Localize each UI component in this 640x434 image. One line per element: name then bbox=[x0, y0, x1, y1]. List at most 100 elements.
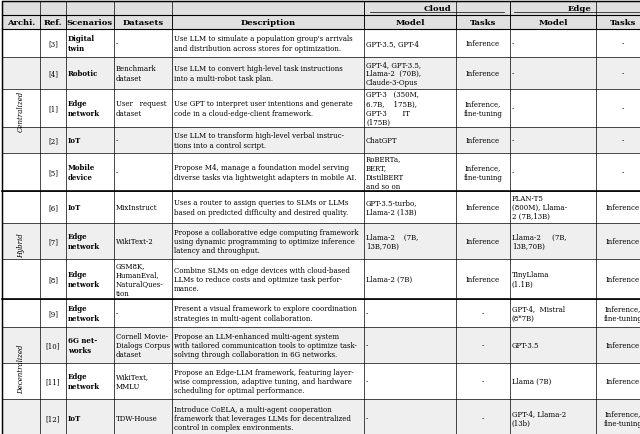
Text: Inference: Inference bbox=[466, 40, 500, 48]
Text: GSM8K,
HumanEval,
NaturalQues-
tion: GSM8K, HumanEval, NaturalQues- tion bbox=[116, 262, 164, 297]
Text: Inference: Inference bbox=[466, 70, 500, 78]
Text: Cornell Movie-
Dialogs Corpus
dataset: Cornell Movie- Dialogs Corpus dataset bbox=[116, 332, 170, 358]
Text: TDW-House: TDW-House bbox=[116, 414, 157, 422]
Text: Robotic: Robotic bbox=[68, 70, 99, 78]
Text: Digital
twin: Digital twin bbox=[68, 35, 95, 53]
Text: Propose an Edge-LLM framework, featuring layer-
wise compression, adaptive tunin: Propose an Edge-LLM framework, featuring… bbox=[174, 368, 354, 395]
Text: -: - bbox=[512, 169, 515, 177]
Text: Archi.: Archi. bbox=[7, 19, 35, 27]
Text: -: - bbox=[512, 137, 515, 145]
Text: Llama-2     (7B,
13B,70B): Llama-2 (7B, 13B,70B) bbox=[512, 233, 566, 250]
Bar bbox=[2, 154, 640, 191]
Text: -: - bbox=[622, 40, 624, 48]
Text: -: - bbox=[366, 309, 369, 317]
Text: Description: Description bbox=[241, 19, 296, 27]
Text: Inference: Inference bbox=[466, 137, 500, 145]
Text: Propose a collaborative edge computing framework
using dynamic programming to op: Propose a collaborative edge computing f… bbox=[174, 228, 358, 255]
Text: Inference: Inference bbox=[606, 204, 640, 211]
Bar bbox=[2, 128, 640, 154]
Text: Inference,
fine-tuning: Inference, fine-tuning bbox=[604, 409, 640, 427]
Text: WikiText,
MMLU: WikiText, MMLU bbox=[116, 372, 149, 390]
Text: MixInstruct: MixInstruct bbox=[116, 204, 157, 211]
Text: -: - bbox=[622, 169, 624, 177]
Text: GPT-3.5-turbo,
Llama-2 (13B): GPT-3.5-turbo, Llama-2 (13B) bbox=[366, 199, 417, 216]
Text: User   request
dataset: User request dataset bbox=[116, 100, 166, 117]
Text: Cloud: Cloud bbox=[423, 5, 451, 13]
Text: TinyLlama
(1.1B): TinyLlama (1.1B) bbox=[512, 271, 550, 288]
Text: [2]: [2] bbox=[48, 137, 58, 145]
Text: Ref.: Ref. bbox=[44, 19, 62, 27]
Bar bbox=[2, 2, 640, 30]
Bar bbox=[2, 399, 640, 434]
Text: Present a visual framework to explore coordination
strategies in multi-agent col: Present a visual framework to explore co… bbox=[174, 305, 357, 322]
Bar bbox=[2, 30, 640, 58]
Text: Mobile
device: Mobile device bbox=[68, 164, 95, 181]
Bar bbox=[2, 2, 364, 16]
Text: Inference,
fine-tuning: Inference, fine-tuning bbox=[463, 164, 502, 181]
Bar bbox=[2, 58, 640, 90]
Text: IoT: IoT bbox=[68, 137, 81, 145]
Text: [7]: [7] bbox=[48, 237, 58, 246]
Text: GPT-3   (350M,
6.7B,    175B),
GPT-3       IT
(175B): GPT-3 (350M, 6.7B, 175B), GPT-3 IT (175B… bbox=[366, 91, 419, 126]
Text: -: - bbox=[512, 70, 515, 78]
Text: Edge
network: Edge network bbox=[68, 271, 100, 288]
Text: -: - bbox=[116, 309, 118, 317]
Text: Llama (7B): Llama (7B) bbox=[512, 377, 551, 385]
Bar bbox=[2, 191, 640, 224]
Text: Propose M4, manage a foundation model serving
diverse tasks via lightweight adap: Propose M4, manage a foundation model se… bbox=[174, 164, 356, 181]
Text: Uses a router to assign queries to SLMs or LLMs
based on predicted difficulty an: Uses a router to assign queries to SLMs … bbox=[174, 199, 348, 216]
Text: -: - bbox=[116, 40, 118, 48]
Text: Benchmark
dataset: Benchmark dataset bbox=[116, 65, 157, 82]
Text: Inference: Inference bbox=[606, 237, 640, 246]
Text: Inference: Inference bbox=[606, 341, 640, 349]
Text: [10]: [10] bbox=[45, 341, 60, 349]
Text: Scenarios: Scenarios bbox=[67, 19, 113, 27]
Text: [5]: [5] bbox=[48, 169, 58, 177]
Text: Use LLM to convert high-level task instructions
into a multi-robot task plan.: Use LLM to convert high-level task instr… bbox=[174, 65, 343, 82]
Text: Edge
network: Edge network bbox=[68, 100, 100, 117]
Text: Inference,
fine-tuning: Inference, fine-tuning bbox=[463, 100, 502, 117]
Text: WikiText-2: WikiText-2 bbox=[116, 237, 154, 246]
Text: [11]: [11] bbox=[45, 377, 60, 385]
Bar bbox=[2, 327, 640, 363]
Text: Llama-2    (7B,
13B,70B): Llama-2 (7B, 13B,70B) bbox=[366, 233, 419, 250]
Text: -: - bbox=[366, 414, 369, 422]
Text: [12]: [12] bbox=[45, 414, 60, 422]
Text: -: - bbox=[116, 169, 118, 177]
Text: Decentralized: Decentralized bbox=[17, 343, 25, 393]
Bar bbox=[2, 363, 640, 399]
Text: -: - bbox=[622, 70, 624, 78]
Text: -: - bbox=[512, 105, 515, 113]
Text: Inference: Inference bbox=[466, 204, 500, 211]
Text: Llama-2 (7B): Llama-2 (7B) bbox=[366, 275, 412, 283]
Bar bbox=[2, 299, 640, 327]
Text: Inference,
fine-tuning: Inference, fine-tuning bbox=[604, 305, 640, 322]
Text: ChatGPT: ChatGPT bbox=[366, 137, 397, 145]
Text: GPT-4,  Mistral
(8*7B): GPT-4, Mistral (8*7B) bbox=[512, 305, 565, 322]
Text: Edge
network: Edge network bbox=[68, 305, 100, 322]
Text: Use LLM to simulate a population group's arrivals
and distribution across stores: Use LLM to simulate a population group's… bbox=[174, 35, 353, 53]
Text: Model: Model bbox=[396, 19, 425, 27]
Text: [1]: [1] bbox=[48, 105, 58, 113]
Text: FLAN-T5
(800M), Llama-
2 (7B,13B): FLAN-T5 (800M), Llama- 2 (7B,13B) bbox=[512, 194, 567, 221]
Text: [6]: [6] bbox=[48, 204, 58, 211]
Text: IoT: IoT bbox=[68, 414, 81, 422]
Text: Edge
network: Edge network bbox=[68, 372, 100, 390]
Text: -: - bbox=[366, 341, 369, 349]
Text: [4]: [4] bbox=[48, 70, 58, 78]
Text: GPT-3.5, GPT-4: GPT-3.5, GPT-4 bbox=[366, 40, 419, 48]
Text: -: - bbox=[512, 40, 515, 48]
Text: 6G net-
works: 6G net- works bbox=[68, 337, 97, 354]
Text: [3]: [3] bbox=[48, 40, 58, 48]
Text: Inference: Inference bbox=[466, 237, 500, 246]
Text: GPT-4, GPT-3.5,
Llama-2  (70B),
Claude-3-Opus: GPT-4, GPT-3.5, Llama-2 (70B), Claude-3-… bbox=[366, 61, 421, 87]
Bar bbox=[2, 90, 640, 128]
Text: -: - bbox=[366, 377, 369, 385]
Text: Use LLM to transform high-level verbal instruc-
tions into a control script.: Use LLM to transform high-level verbal i… bbox=[174, 132, 344, 149]
Text: Centralized: Centralized bbox=[17, 90, 25, 132]
Text: IoT: IoT bbox=[68, 204, 81, 211]
Bar bbox=[2, 224, 640, 260]
Bar bbox=[2, 260, 640, 299]
Text: [8]: [8] bbox=[48, 275, 58, 283]
Text: -: - bbox=[622, 105, 624, 113]
